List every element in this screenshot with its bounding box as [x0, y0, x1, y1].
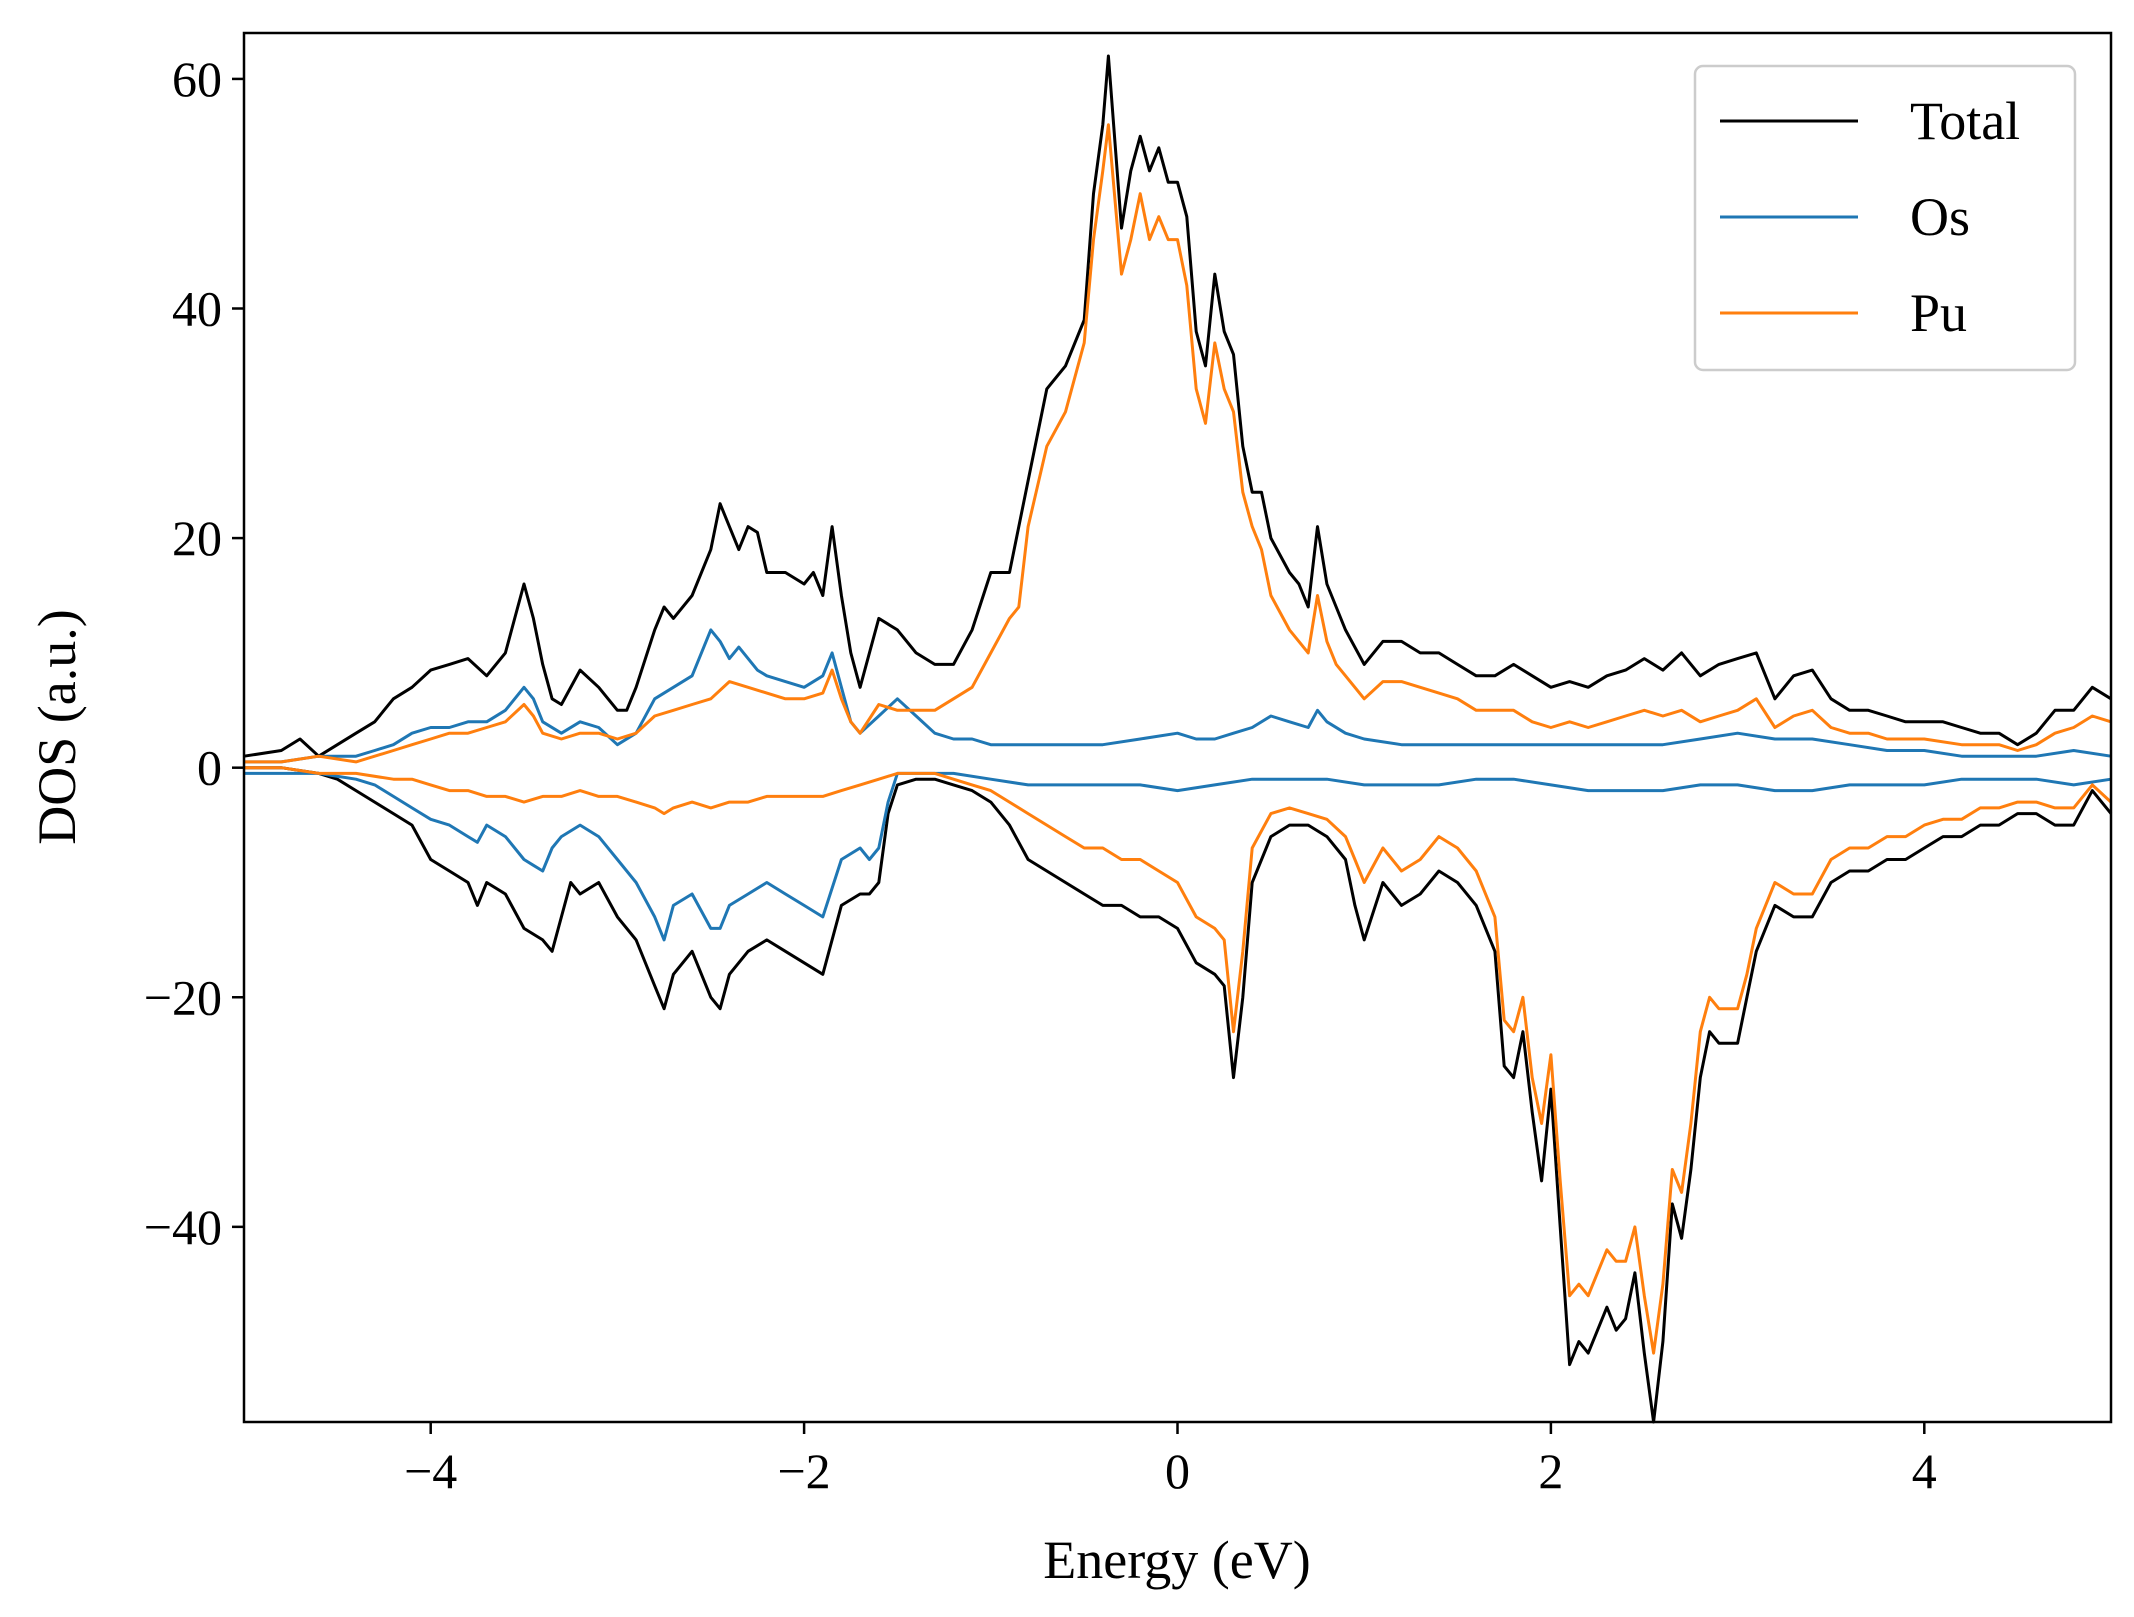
y-tick-label: 20 — [172, 510, 222, 566]
legend: Total Os Pu — [1693, 64, 2077, 372]
x-tick-label: −4 — [404, 1443, 457, 1499]
series-line-os-up — [244, 628, 2112, 764]
x-tick-label: −2 — [777, 1443, 830, 1499]
x-tick-label: 2 — [1538, 1443, 1563, 1499]
x-tick-label: 0 — [1165, 1443, 1190, 1499]
series-line-pu-down — [244, 766, 2113, 1355]
y-tick-label: 60 — [172, 51, 222, 107]
x-tick-label: 4 — [1912, 1443, 1937, 1499]
series-layer — [243, 54, 2113, 1424]
legend-label-os: Os — [1910, 187, 1970, 247]
y-tick-label: 0 — [197, 740, 222, 796]
legend-box — [1693, 64, 2077, 372]
y-tick-label: 40 — [172, 281, 222, 337]
y-tick-label: −20 — [144, 969, 222, 1025]
series-line-total-up — [243, 54, 2112, 758]
legend-label-total: Total — [1910, 91, 2020, 151]
legend-label-pu: Pu — [1910, 283, 1967, 343]
x-axis-label: Energy (eV) — [1043, 1530, 1310, 1590]
y-axis-label: DOS (a.u.) — [27, 609, 87, 844]
series-line-os-down — [244, 771, 2112, 942]
series-line-total-down — [244, 766, 2113, 1424]
y-tick-label: −40 — [144, 1199, 222, 1255]
series-line-pu-up — [244, 123, 2112, 764]
